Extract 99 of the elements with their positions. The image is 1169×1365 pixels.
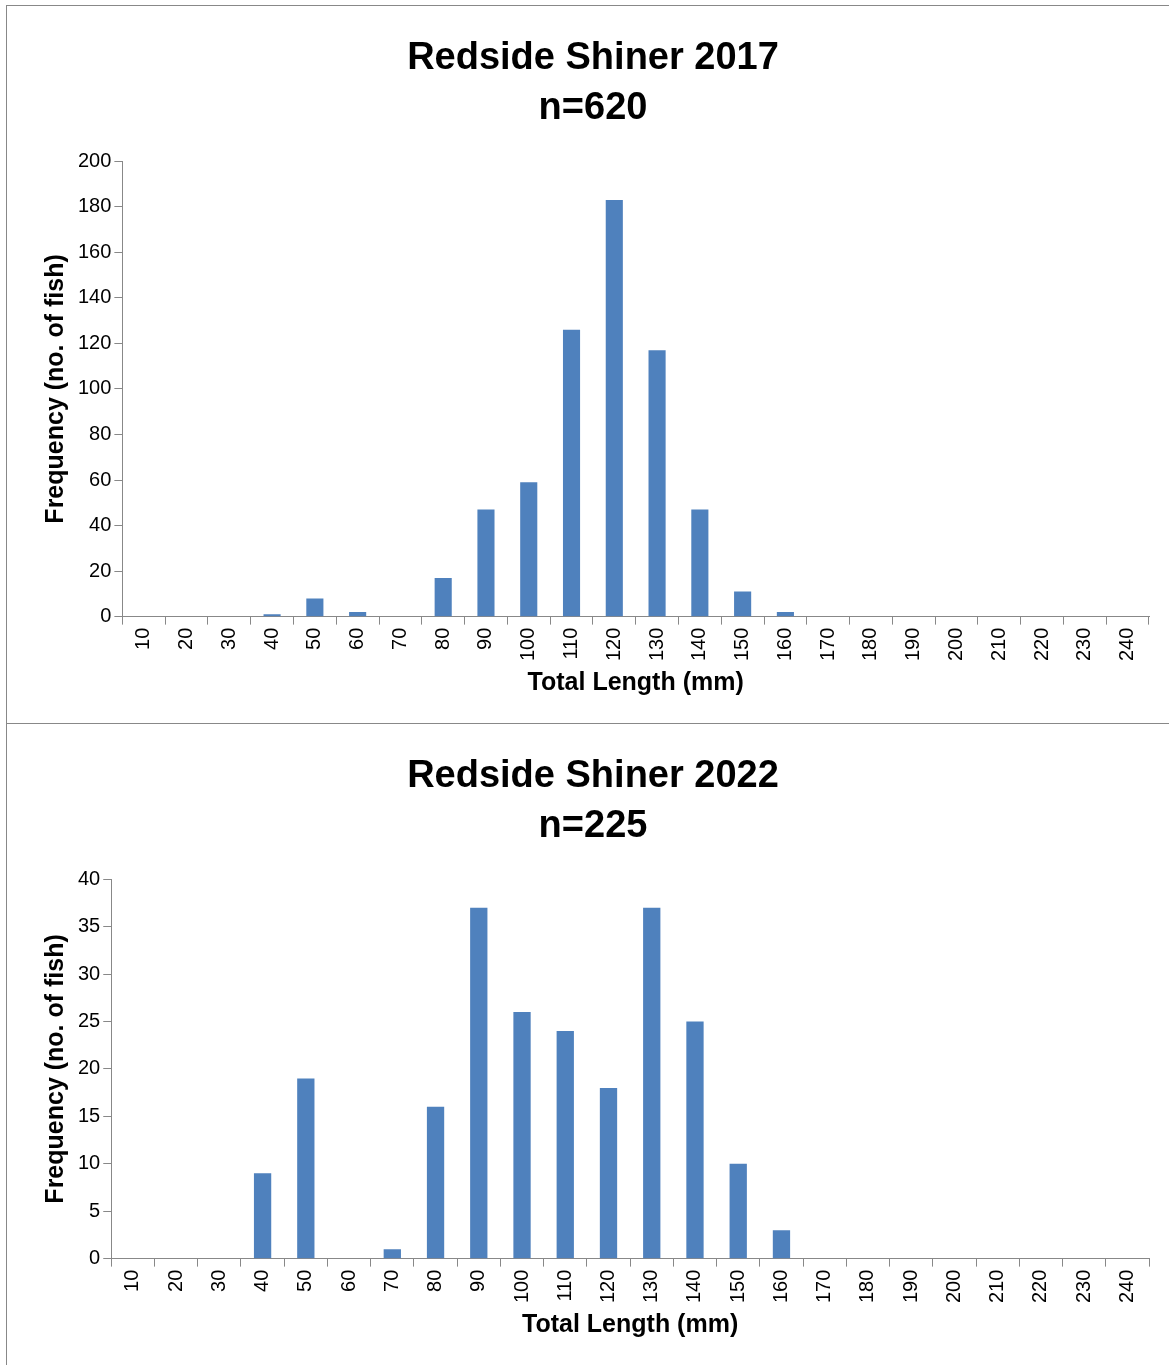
y-tick-label: 25: [78, 1009, 101, 1031]
bar: [643, 907, 661, 1259]
x-tick-label: 220: [1029, 627, 1052, 662]
x-tick-label: 60: [345, 627, 368, 650]
x-tick-label: 140: [682, 1269, 705, 1304]
bar: [599, 1087, 618, 1259]
x-tick-label: 50: [302, 627, 325, 650]
x-tick-label: 190: [901, 627, 924, 662]
x-tick-label: 180: [858, 627, 881, 662]
bar: [434, 577, 452, 617]
x-tick-label: 90: [466, 1269, 489, 1292]
bar: [729, 1163, 747, 1259]
y-tick-label: 15: [78, 1103, 101, 1126]
x-tick-label: 170: [812, 1269, 835, 1304]
x-tick-label: 110: [559, 627, 582, 660]
x-tick-label: 210: [986, 627, 1009, 662]
y-tick-label: 100: [77, 376, 112, 399]
x-tick-label: 140: [687, 627, 710, 662]
y-tick-label: 120: [77, 330, 112, 353]
x-axis-title: Total Length (mm): [527, 666, 744, 695]
chart-title: Redside Shiner 2022: [407, 753, 779, 796]
bar: [477, 509, 495, 617]
x-tick-label: 120: [601, 627, 624, 662]
x-tick-label: 100: [509, 1269, 532, 1304]
y-axis-title: Frequency (no. of fish): [39, 254, 68, 524]
x-tick-label: 220: [1028, 1269, 1051, 1304]
bar: [648, 350, 666, 617]
y-tick-label: 30: [78, 961, 101, 984]
x-tick-label: 170: [815, 627, 838, 662]
x-tick-label: 130: [644, 627, 667, 662]
bar: [383, 1249, 401, 1259]
x-tick-label: 180: [855, 1269, 878, 1304]
x-tick-label: 240: [1115, 627, 1138, 662]
x-tick-label: 30: [206, 1269, 229, 1292]
x-tick-label: 40: [250, 1269, 273, 1292]
y-tick-label: 20: [78, 1056, 101, 1079]
y-tick-label: 0: [100, 604, 112, 627]
x-tick-label: 190: [898, 1269, 921, 1304]
chart-subtitle: n=225: [538, 802, 648, 845]
y-tick-label: 0: [89, 1246, 101, 1269]
bar: [776, 612, 794, 617]
x-tick-label: 20: [174, 627, 197, 650]
y-tick-label: 35: [78, 914, 101, 937]
bar: [470, 907, 488, 1259]
x-tick-label: 80: [430, 627, 453, 650]
x-tick-label: 30: [216, 627, 239, 650]
x-tick-label: 80: [423, 1269, 446, 1292]
x-tick-label: 160: [768, 1269, 791, 1304]
y-tick-label: 20: [89, 558, 112, 581]
x-tick-label: 130: [639, 1269, 662, 1304]
bar: [349, 612, 367, 617]
y-tick-label: 10: [78, 1151, 101, 1174]
x-tick-label: 150: [730, 627, 753, 662]
bar: [691, 509, 709, 617]
bar: [426, 1106, 445, 1259]
x-tick-label: 200: [944, 627, 967, 662]
bar: [686, 1021, 704, 1259]
y-tick-label: 80: [89, 421, 112, 444]
x-tick-label: 230: [1071, 1269, 1094, 1304]
x-tick-label: 10: [120, 1269, 143, 1292]
x-tick-label: 100: [516, 627, 539, 662]
x-tick-label: 50: [293, 1269, 316, 1292]
y-tick-label: 200: [77, 148, 112, 171]
bar: [306, 598, 324, 617]
x-tick-label: 150: [725, 1269, 748, 1304]
chart-title: Redside Shiner 2017: [407, 35, 779, 78]
x-tick-label: 20: [163, 1269, 186, 1292]
x-tick-label: 240: [1114, 1269, 1137, 1304]
bar: [562, 329, 581, 617]
bar: [734, 591, 752, 617]
y-tick-label: 60: [89, 467, 112, 490]
x-tick-label: 90: [473, 627, 496, 650]
y-tick-label: 40: [78, 866, 101, 889]
bar: [253, 1173, 272, 1259]
bar: [772, 1230, 791, 1259]
y-tick-label: 40: [89, 513, 112, 536]
x-tick-label: 40: [259, 627, 282, 650]
x-tick-label: 230: [1072, 627, 1095, 662]
y-axis-title: Frequency (no. of fish): [39, 934, 68, 1204]
y-tick-label: 5: [89, 1198, 101, 1221]
x-axis-title: Total Length (mm): [522, 1308, 739, 1337]
x-tick-label: 210: [985, 1269, 1008, 1304]
bar: [520, 482, 538, 617]
x-tick-label: 60: [336, 1269, 359, 1292]
bar: [605, 199, 623, 617]
x-tick-label: 70: [387, 627, 410, 650]
chart-subtitle: n=620: [538, 84, 648, 127]
y-tick-label: 160: [77, 239, 112, 262]
bar: [513, 1012, 531, 1259]
bar: [297, 1078, 315, 1259]
x-tick-label: 110: [552, 1269, 575, 1302]
x-tick-label: 120: [596, 1269, 619, 1304]
bar: [556, 1030, 574, 1259]
x-tick-label: 200: [941, 1269, 964, 1304]
x-tick-label: 70: [379, 1269, 402, 1292]
x-tick-label: 160: [772, 627, 795, 662]
y-tick-label: 140: [77, 285, 112, 308]
y-tick-label: 180: [77, 194, 112, 217]
x-tick-label: 10: [131, 627, 154, 650]
